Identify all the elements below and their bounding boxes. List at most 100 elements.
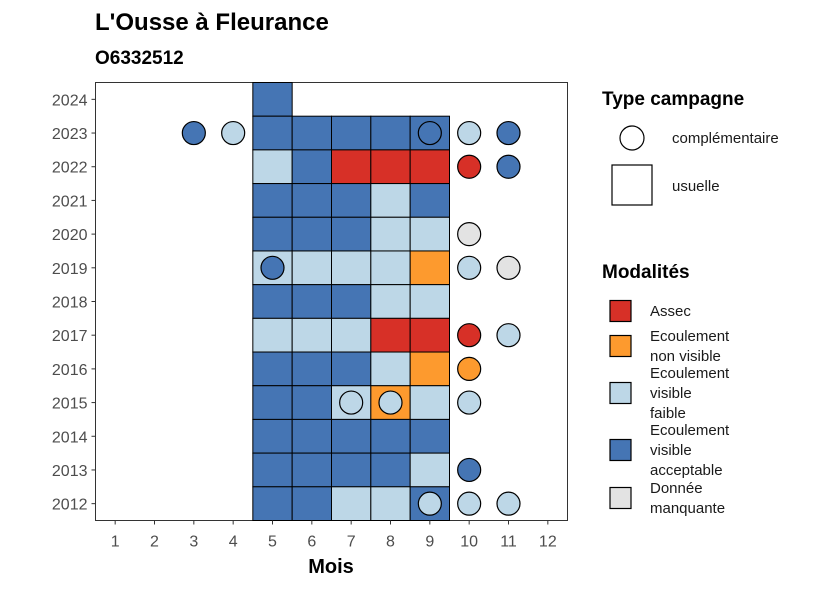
legend-label-ecoulement_visible_acceptable: acceptable xyxy=(650,462,723,479)
tile-2022-7 xyxy=(331,149,372,185)
point-2022-10 xyxy=(457,154,482,179)
y-tick-label: 2023 xyxy=(52,126,88,143)
legend-label-ecoulement_visible_acceptable: Ecoulement xyxy=(650,422,730,439)
point-2020-10 xyxy=(457,222,482,247)
point-2012-10 xyxy=(457,491,482,516)
tile-2012-5 xyxy=(252,486,293,521)
y-tick-label: 2013 xyxy=(52,463,88,480)
tile-2012-7 xyxy=(331,486,372,521)
legend-swatch-ecoulement_visible_faible xyxy=(609,381,632,405)
tile-2013-5 xyxy=(252,452,293,488)
legend-mod-title: Modalités xyxy=(602,262,690,283)
complementaire-points xyxy=(181,120,521,516)
x-tick-label: 4 xyxy=(229,534,238,551)
y-tick-label: 2012 xyxy=(52,497,88,514)
tile-2013-7 xyxy=(331,452,372,488)
y-tick-label: 2015 xyxy=(52,396,88,413)
tile-2021-5 xyxy=(252,183,293,218)
usuelle-tiles xyxy=(252,82,450,521)
legend-type-label-usuelle: usuelle xyxy=(672,178,720,195)
y-tick-label: 2019 xyxy=(52,261,88,278)
legend-label-ecoulement_non_visible: Ecoulement xyxy=(650,328,730,345)
point-2023-4 xyxy=(221,120,246,146)
tile-2017-5 xyxy=(252,317,293,353)
tile-2019-8 xyxy=(370,250,411,286)
point-2013-10 xyxy=(457,457,482,483)
legend-square-marker xyxy=(611,164,653,206)
y-tick-label: 2017 xyxy=(52,328,88,345)
tile-2020-7 xyxy=(331,216,372,252)
x-tick-label: 9 xyxy=(425,534,434,551)
legend-circle-marker xyxy=(619,125,645,151)
tile-2013-9 xyxy=(409,452,450,488)
tile-2017-6 xyxy=(291,317,332,353)
tile-2012-8 xyxy=(370,486,411,521)
x-tick-label: 7 xyxy=(347,534,356,551)
chart-title: L'Ousse à Fleurance xyxy=(95,9,329,36)
legend-swatch-assec xyxy=(609,299,632,323)
tile-2014-9 xyxy=(409,418,450,454)
legend-label-ecoulement_visible_faible: Ecoulement xyxy=(650,365,730,382)
tile-2017-7 xyxy=(331,317,372,353)
tile-2023-5 xyxy=(252,115,293,151)
point-2017-11 xyxy=(496,323,521,348)
tile-2016-7 xyxy=(331,351,372,387)
tile-2019-7 xyxy=(331,250,372,286)
point-2023-11 xyxy=(496,120,521,146)
tile-2018-6 xyxy=(291,284,332,319)
tile-2022-5 xyxy=(252,149,293,185)
y-tick-label: 2018 xyxy=(52,295,88,312)
tile-2021-9 xyxy=(409,183,450,218)
point-2012-11 xyxy=(496,491,521,516)
point-2012-9 xyxy=(417,491,442,516)
y-tick-label: 2016 xyxy=(52,362,88,379)
y-tick-label: 2024 xyxy=(52,92,88,109)
legend-label-assec: Assec xyxy=(650,303,691,320)
tile-2020-9 xyxy=(409,216,450,252)
legend-label-ecoulement_non_visible: non visible xyxy=(650,348,721,365)
y-tick-label: 2014 xyxy=(52,429,88,446)
x-tick-label: 1 xyxy=(111,534,120,551)
tile-2022-8 xyxy=(370,149,411,185)
tile-2015-5 xyxy=(252,385,293,420)
x-tick-label: 8 xyxy=(386,534,395,551)
tile-2014-8 xyxy=(370,418,411,454)
tile-2021-8 xyxy=(370,183,411,218)
point-2017-10 xyxy=(457,323,482,348)
tile-2022-9 xyxy=(409,149,450,185)
tile-2012-6 xyxy=(291,486,332,521)
x-tick-label: 3 xyxy=(189,534,198,551)
legend-label-ecoulement_visible_acceptable: visible xyxy=(650,442,692,459)
tile-2014-6 xyxy=(291,418,332,454)
tile-2019-6 xyxy=(291,250,332,286)
tile-2019-9 xyxy=(409,250,450,286)
x-tick-label: 11 xyxy=(500,534,517,551)
tile-2020-6 xyxy=(291,216,332,252)
y-tick-label: 2020 xyxy=(52,227,88,244)
tile-2015-9 xyxy=(409,385,450,420)
tile-2016-9 xyxy=(409,351,450,387)
point-2019-11 xyxy=(496,255,521,280)
x-tick-label: 10 xyxy=(460,534,478,551)
legend-swatch-ecoulement_non_visible xyxy=(609,334,632,358)
tile-2017-9 xyxy=(409,317,450,353)
legend-swatch-donnee_manquante xyxy=(609,486,632,510)
legend-label-ecoulement_visible_faible: faible xyxy=(650,405,686,422)
x-axis-ticks: 1 2 3 4 5 6 7 8 9 10 11 12 xyxy=(111,520,557,551)
tile-2020-8 xyxy=(370,216,411,252)
legend-swatch-ecoulement_visible_acceptable xyxy=(609,438,632,462)
tile-2015-6 xyxy=(291,385,332,420)
tile-2017-8 xyxy=(370,317,411,353)
tile-2021-7 xyxy=(331,183,372,218)
y-axis-ticks: 2012 2013 2014 2015 2016 2017 2018 2019 2020 2021… xyxy=(52,92,96,514)
y-tick-label: 2021 xyxy=(52,193,88,210)
point-2022-11 xyxy=(496,154,521,179)
tile-2018-5 xyxy=(252,284,293,319)
x-tick-label: 5 xyxy=(268,534,277,551)
legend-label-ecoulement_visible_faible: visible xyxy=(650,385,692,402)
tile-2018-7 xyxy=(331,284,372,319)
point-2019-10 xyxy=(457,255,482,280)
